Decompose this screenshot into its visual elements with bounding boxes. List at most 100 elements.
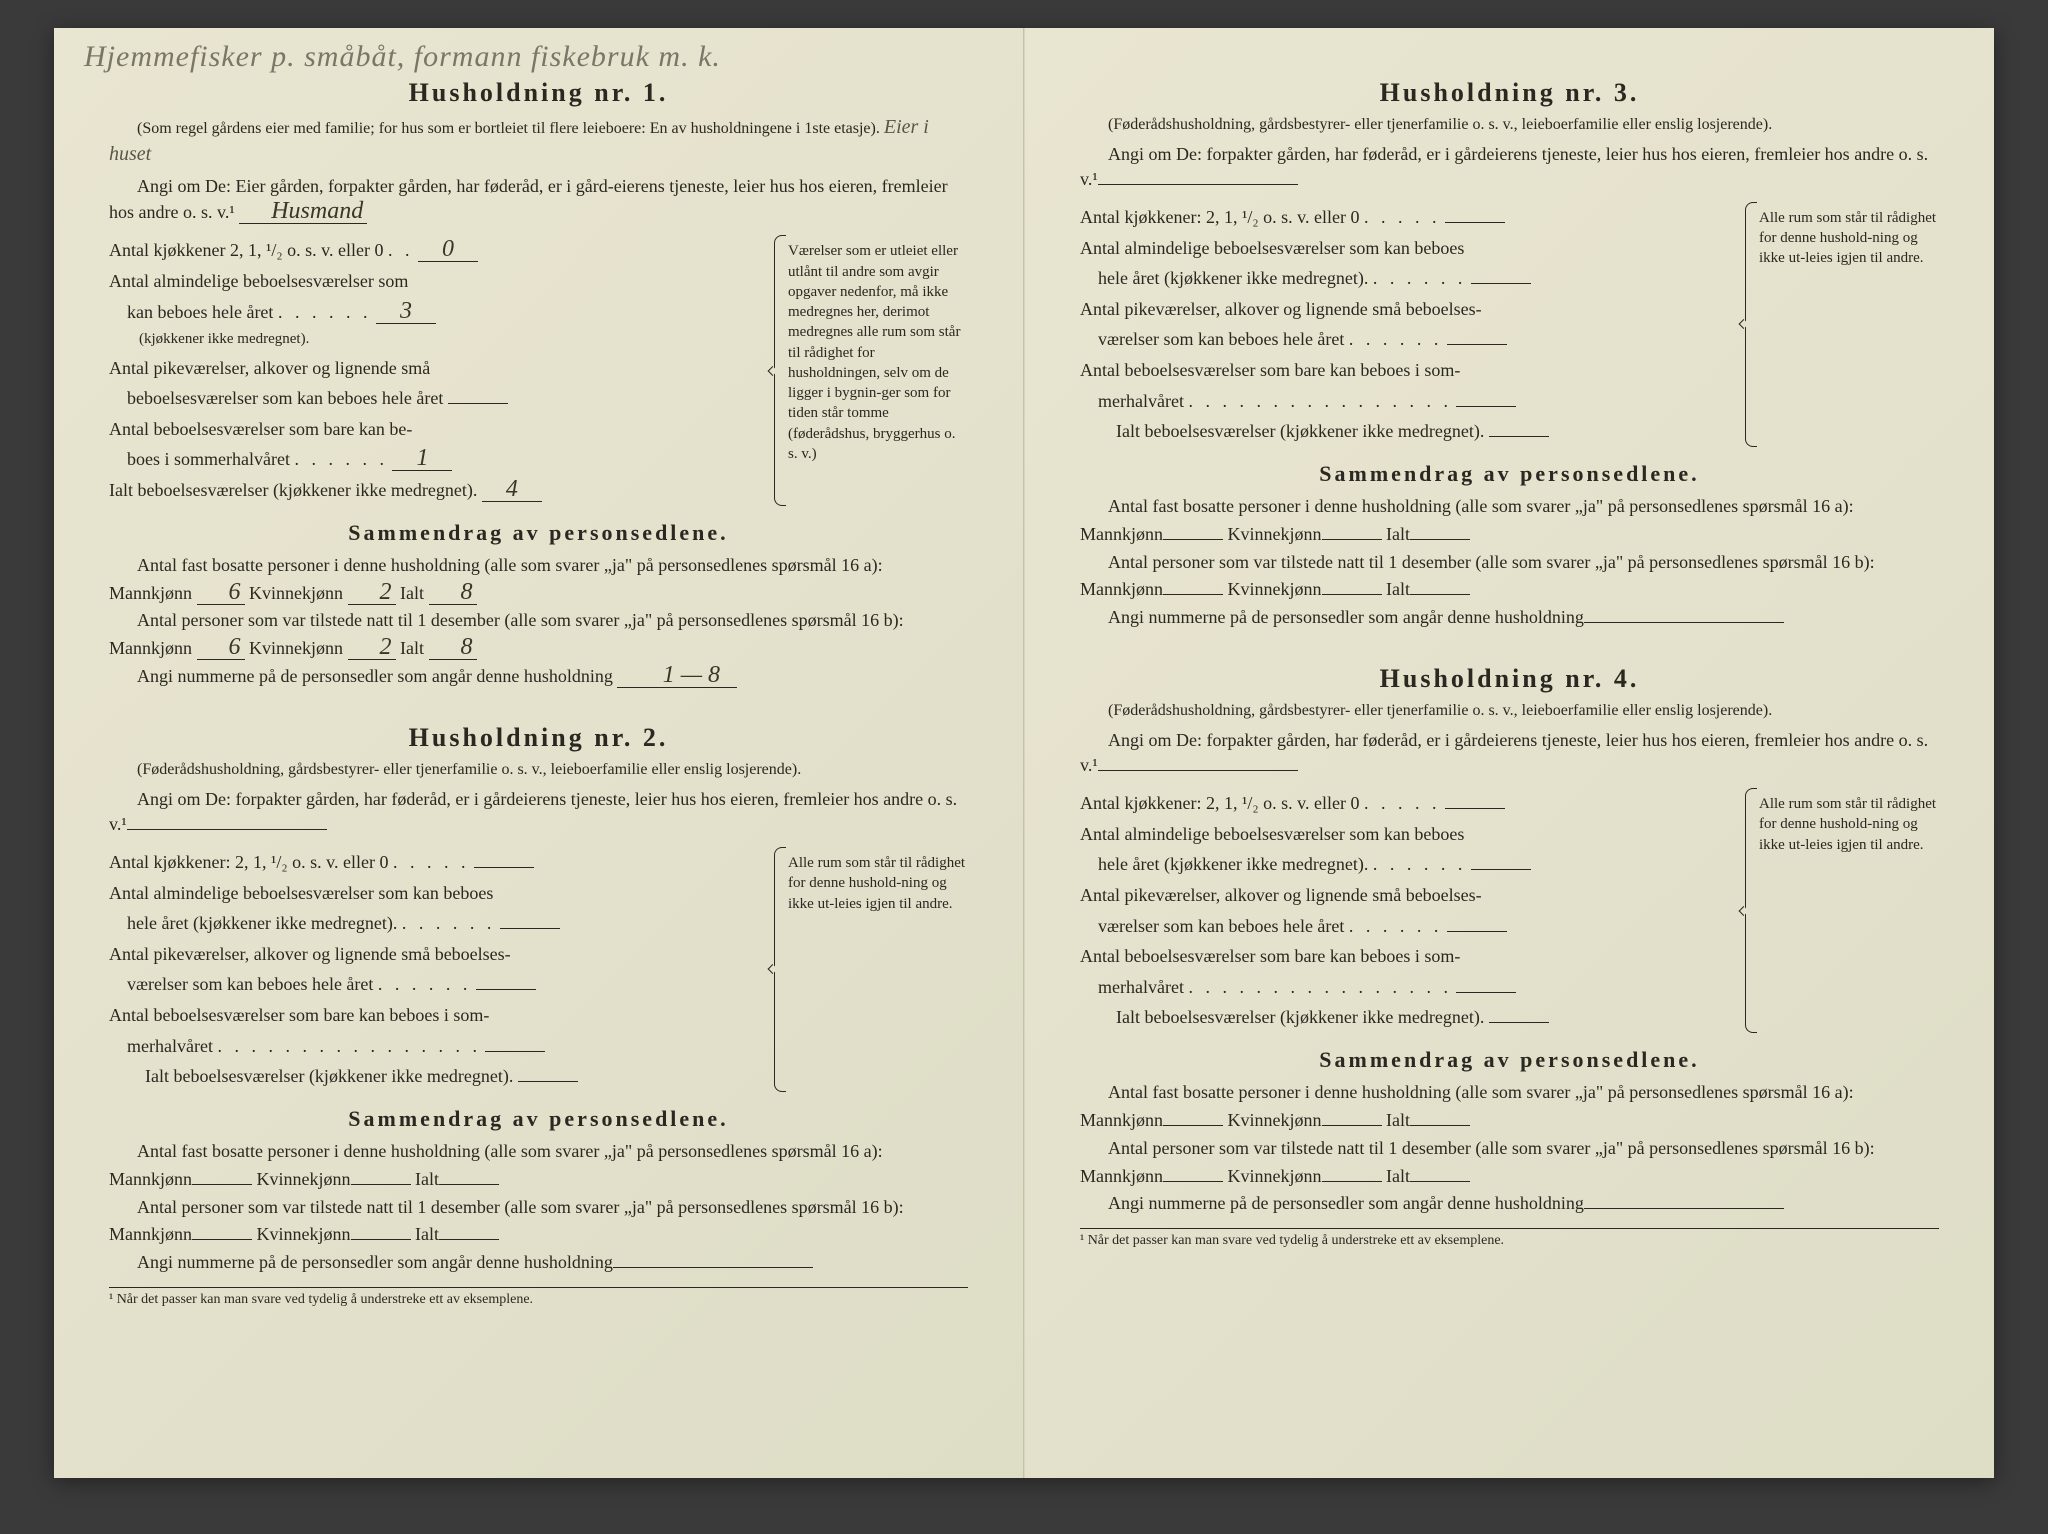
household-3-lines: Antal kjøkkener: 2, 1, ¹/₂ o. s. v. elle… xyxy=(1080,202,1745,447)
brace-icon xyxy=(1745,788,1757,1033)
h1-dots1: . . . . . . xyxy=(278,302,372,322)
h4-s1-t xyxy=(1410,1125,1470,1126)
household-1-sidenote: Værelser som er utleiet eller utlånt til… xyxy=(788,235,968,505)
brace-icon xyxy=(1745,202,1757,447)
h2-l3v xyxy=(476,989,536,990)
h2-intro-blank xyxy=(127,829,327,830)
h3-s1: Antal fast bosatte personer i denne hush… xyxy=(1080,493,1939,549)
right-footnote: ¹ Når det passer kan man svare ved tydel… xyxy=(1080,1228,1939,1249)
h4-s3: Angi nummerne på de personsedler som ang… xyxy=(1080,1190,1939,1218)
h4-l1: Antal kjøkkener: 2, 1, ¹/₂ o. s. v. elle… xyxy=(1080,793,1359,813)
h3-l1v xyxy=(1445,222,1505,223)
h2-s2-mid: Kvinnekjønn xyxy=(257,1224,351,1244)
h1-s2: Antal personer som var tilstede natt til… xyxy=(109,607,968,663)
household-4-form: Antal kjøkkener: 2, 1, ¹/₂ o. s. v. elle… xyxy=(1080,788,1939,1033)
h2-l2v xyxy=(500,928,560,929)
h3-s3-text: Angi nummerne på de personsedler som ang… xyxy=(1108,607,1584,627)
h4-s2-m xyxy=(1163,1181,1223,1182)
household-3-title: Husholdning nr. 3. xyxy=(1080,78,1939,108)
h3-s2-text: Antal personer som var tilstede natt til… xyxy=(1080,552,1875,600)
h2-s2-m xyxy=(192,1239,252,1240)
household-2-form: Antal kjøkkener: 2, 1, ¹/₂ o. s. v. elle… xyxy=(109,847,968,1092)
h3-s2-t xyxy=(1410,594,1470,595)
h2-l3a: Antal pikeværelser, alkover og lignende … xyxy=(109,939,774,970)
h3-l4a: Antal beboelsesværelser som bare kan beb… xyxy=(1080,355,1745,386)
h1-l1v: 0 xyxy=(418,237,478,262)
h2-l1v xyxy=(474,867,534,868)
h4-s2-text: Antal personer som var tilstede natt til… xyxy=(1080,1138,1875,1186)
household-2-intro: Angi om De: forpakter gården, har føderå… xyxy=(109,787,968,837)
h3-s2-m xyxy=(1163,594,1223,595)
h1-s3-v: 1 — 8 xyxy=(617,663,737,688)
h2-dots2: . . . . . . xyxy=(378,974,472,994)
h3-s1-t xyxy=(1410,539,1470,540)
h2-s1-end: Ialt xyxy=(415,1169,439,1189)
h3-l4v xyxy=(1456,406,1516,407)
brace-icon xyxy=(774,847,786,1092)
h1-l5v: 4 xyxy=(482,477,542,502)
household-1-subnote-text: (Som regel gårdens eier med familie; for… xyxy=(137,120,880,137)
h3-s2: Antal personer som var tilstede natt til… xyxy=(1080,549,1939,605)
left-page: Hjemmefisker p. småbåt, formann fiskebru… xyxy=(54,28,1024,1478)
household-2-title: Husholdning nr. 2. xyxy=(109,723,968,753)
h3-l1: Antal kjøkkener: 2, 1, ¹/₂ o. s. v. elle… xyxy=(1080,207,1359,227)
household-3-form: Antal kjøkkener: 2, 1, ¹/₂ o. s. v. elle… xyxy=(1080,202,1939,447)
handwritten-header: Hjemmefisker p. småbåt, formann fiskebru… xyxy=(84,40,721,74)
h4-s2-mid: Kvinnekjønn xyxy=(1228,1166,1322,1186)
h4-l3a: Antal pikeværelser, alkover og lignende … xyxy=(1080,880,1745,911)
household-1-intro: Angi om De: Eier gården, forpakter gårde… xyxy=(109,174,968,225)
h4-s1-k xyxy=(1322,1125,1382,1126)
h2-s1-t xyxy=(439,1184,499,1185)
household-1-lines: Antal kjøkkener 2, 1, ¹/₂ o. s. v. eller… xyxy=(109,235,774,505)
h2-l5v xyxy=(518,1081,578,1082)
household-4-intro: Angi om De: forpakter gården, har føderå… xyxy=(1080,728,1939,778)
h1-l3b: beboelsesværelser som kan beboes hele år… xyxy=(127,388,443,408)
h3-dots2: . . . . . . xyxy=(1349,329,1443,349)
h1-l1: Antal kjøkkener 2, 1, ¹/₂ o. s. v. eller… xyxy=(109,240,383,260)
h3-s1-end: Ialt xyxy=(1386,524,1410,544)
h3-s1-m xyxy=(1163,539,1223,540)
household-1-subnote: (Som regel gårdens eier med familie; for… xyxy=(109,114,968,168)
h1-l4v: 1 xyxy=(392,446,452,471)
h2-s2-end: Ialt xyxy=(415,1224,439,1244)
h2-l5: Ialt beboelsesværelser (kjøkkener ikke m… xyxy=(145,1066,513,1086)
h4-s1-end: Ialt xyxy=(1386,1110,1410,1130)
h3-s2-end: Ialt xyxy=(1386,579,1410,599)
h3-sidenote-text: Alle rum som står til rådighet for denne… xyxy=(1759,210,1936,267)
h4-s2-end: Ialt xyxy=(1386,1166,1410,1186)
h3-s3: Angi nummerne på de personsedler som ang… xyxy=(1080,604,1939,632)
h4-l5: Ialt beboelsesværelser (kjøkkener ikke m… xyxy=(1116,1007,1484,1027)
h2-s1-mid: Kvinnekjønn xyxy=(257,1169,351,1189)
h3-l2a: Antal almindelige beboelsesværelser som … xyxy=(1080,233,1745,264)
h3-s3-v xyxy=(1584,622,1784,623)
h3-intro-text: Angi om De: forpakter gården, har føderå… xyxy=(1080,144,1928,189)
h1-s2-mid: Kvinnekjønn xyxy=(249,638,343,658)
household-2: Husholdning nr. 2. (Føderådshusholdning,… xyxy=(109,723,968,1308)
h2-s1: Antal fast bosatte personer i denne hush… xyxy=(109,1138,968,1194)
h4-dots3: . . . . . . . . . . . . . . . . xyxy=(1188,977,1452,997)
h2-s3: Angi nummerne på de personsedler som ang… xyxy=(109,1249,968,1277)
household-2-lines: Antal kjøkkener: 2, 1, ¹/₂ o. s. v. elle… xyxy=(109,847,774,1092)
h1-s1-end: Ialt xyxy=(400,583,424,603)
household-2-subnote: (Føderådshusholdning, gårdsbestyrer- ell… xyxy=(109,759,968,781)
h3-l3b: værelser som kan beboes hele året xyxy=(1098,329,1344,349)
h4-l3v xyxy=(1447,931,1507,932)
household-1-form: Antal kjøkkener 2, 1, ¹/₂ o. s. v. eller… xyxy=(109,235,968,505)
household-3-intro: Angi om De: forpakter gården, har føderå… xyxy=(1080,142,1939,192)
h1-l3v xyxy=(448,403,508,404)
h3-l4b: merhalvåret xyxy=(1098,391,1184,411)
h2-l4b: merhalvåret xyxy=(127,1036,213,1056)
h4-s2-k xyxy=(1322,1181,1382,1182)
h1-s1-k: 2 xyxy=(348,580,396,605)
h1-s1-m: 6 xyxy=(197,580,245,605)
household-1: Husholdning nr. 1. (Som regel gårdens ei… xyxy=(109,78,968,691)
household-4: Husholdning nr. 4. (Føderådshusholdning,… xyxy=(1080,664,1939,1249)
h2-l4v xyxy=(485,1051,545,1052)
h3-s1-mid: Kvinnekjønn xyxy=(1228,524,1322,544)
h4-l3b: værelser som kan beboes hele året xyxy=(1098,916,1344,936)
h4-s1-mid: Kvinnekjønn xyxy=(1228,1110,1322,1130)
household-4-subnote: (Føderådshusholdning, gårdsbestyrer- ell… xyxy=(1080,700,1939,722)
h4-s1: Antal fast bosatte personer i denne hush… xyxy=(1080,1079,1939,1135)
h2-sidenote-text: Alle rum som står til rådighet for denne… xyxy=(788,855,965,912)
h2-summary-title: Sammendrag av personsedlene. xyxy=(109,1106,968,1132)
